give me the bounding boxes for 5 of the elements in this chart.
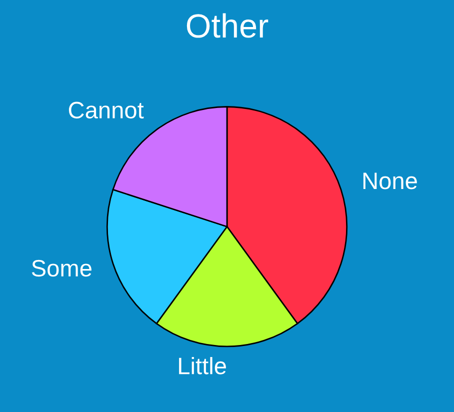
slice-label: Little [179, 357, 226, 374]
slice-label: Some [32, 260, 92, 277]
chart-title: Other [186, 13, 268, 38]
slice-label: None [363, 172, 417, 190]
slice-label: Cannot [68, 102, 144, 119]
